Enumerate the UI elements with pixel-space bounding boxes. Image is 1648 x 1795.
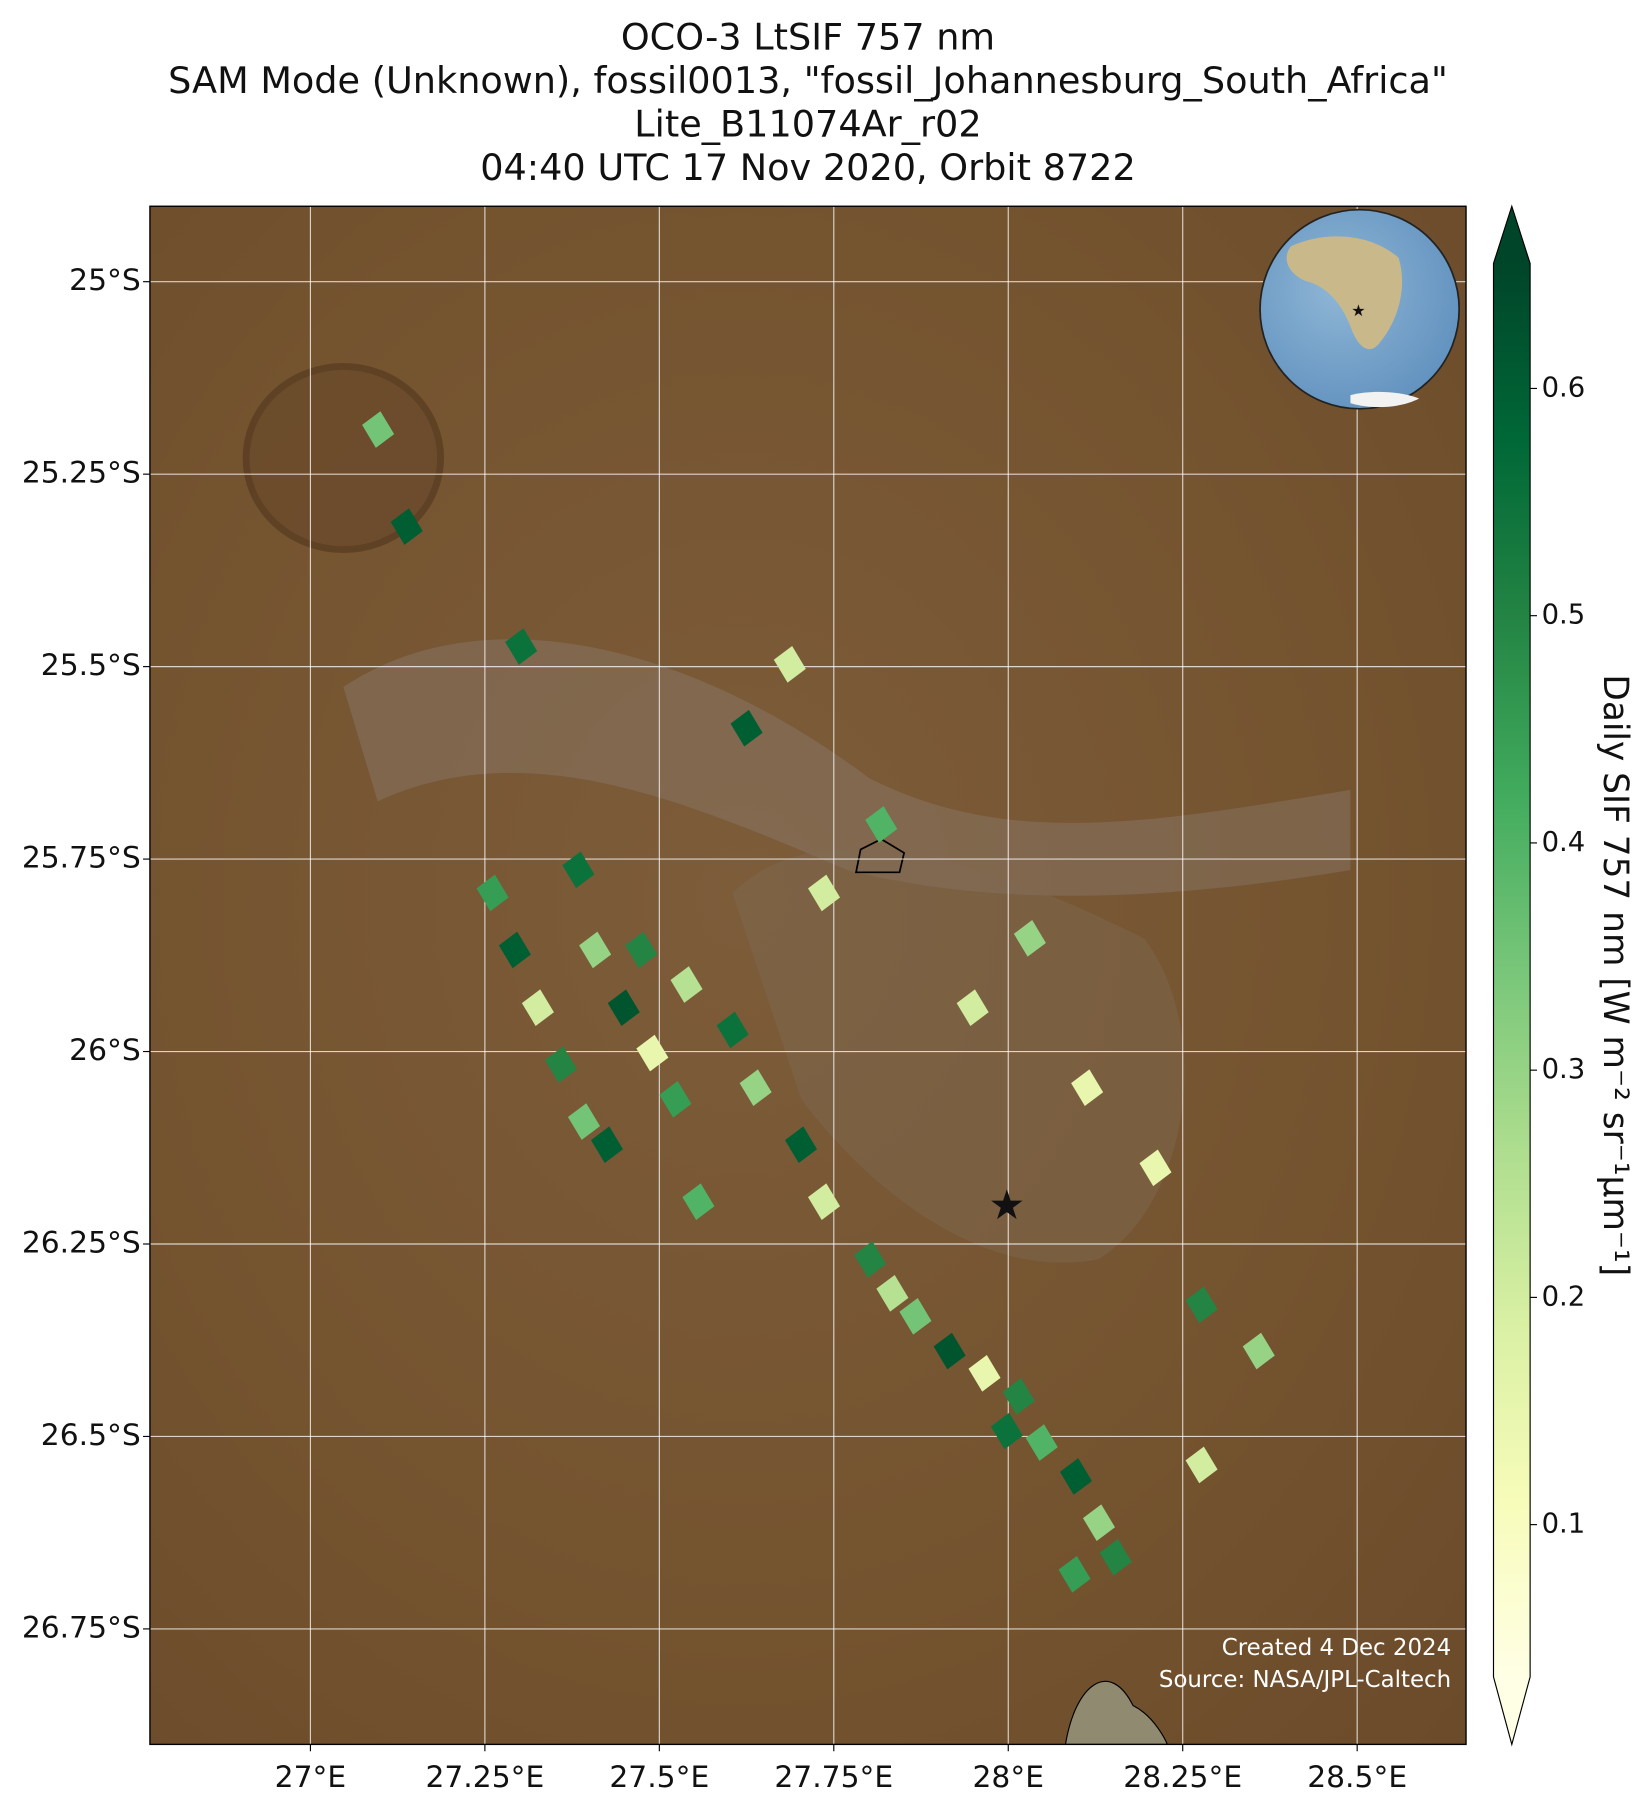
sif-pixel — [544, 1046, 577, 1083]
sif-pixel — [362, 411, 395, 448]
colorbar-extend-top — [1493, 206, 1531, 264]
sif-pixel — [1242, 1332, 1275, 1370]
sif-pixel — [682, 1183, 715, 1220]
urban-area — [343, 639, 1351, 896]
sif-pixel — [607, 989, 640, 1026]
title-line: SAM Mode (Unknown), fossil0013, "fossil_… — [168, 59, 1448, 102]
africa — [1286, 236, 1403, 350]
sif-pixel — [521, 989, 554, 1026]
colorbar-tick-label: 0.5 — [1542, 600, 1586, 631]
y-tick-label: 25.75°S — [22, 841, 141, 876]
sif-pixel — [730, 709, 763, 747]
sif-pixel — [716, 1011, 749, 1049]
sif-pixel — [784, 1126, 818, 1163]
y-tick-label: 26.25°S — [22, 1225, 141, 1260]
sif-pixel — [773, 645, 806, 683]
colorbar-tick-label: 0.4 — [1542, 827, 1586, 858]
sif-pixel — [562, 851, 595, 889]
sif-pixel — [1025, 1424, 1058, 1461]
crater — [242, 363, 445, 554]
x-tick-label: 27.75°E — [774, 1760, 893, 1795]
sif-pixel — [567, 1103, 600, 1140]
target-marker: ★ — [988, 1181, 1025, 1229]
credit: Source: NASA/JPL-Caltech — [1159, 1667, 1451, 1693]
x-tick-label: 27°E — [275, 1760, 347, 1795]
colorbar-tick-label: 0.1 — [1542, 1509, 1586, 1540]
sif-pixel — [670, 966, 703, 1003]
y-tick-label: 25.5°S — [41, 648, 141, 683]
map-frame — [149, 205, 1467, 1746]
sif-pixel — [625, 931, 658, 969]
y-tick-label: 25°S — [69, 263, 141, 298]
border — [854, 838, 906, 874]
sif-pixel — [865, 806, 898, 843]
sif-pixel — [990, 1412, 1023, 1450]
sif-pixel — [1002, 1378, 1035, 1415]
colorbar-tick-label: 0.2 — [1542, 1281, 1586, 1312]
colorbar-body — [1493, 263, 1531, 1677]
globe-star: ★ — [1351, 301, 1365, 320]
sif-pixel — [956, 989, 989, 1026]
sif-pixel — [1013, 920, 1046, 957]
antarctica — [1350, 391, 1420, 408]
sif-pixel — [968, 1355, 1001, 1392]
sif-pixel — [1099, 1539, 1132, 1576]
sif-pixel — [933, 1332, 966, 1370]
urban-area — [732, 848, 1185, 1263]
y-tick-label: 25.25°S — [22, 456, 141, 491]
sif-pixel — [876, 1274, 909, 1312]
x-tick-label: 28.5°E — [1307, 1760, 1407, 1795]
title-line: 04:40 UTC 17 Nov 2020, Orbit 8722 — [480, 146, 1136, 189]
sif-pixel — [899, 1298, 932, 1335]
sif-pixel — [854, 1241, 887, 1278]
credit: Created 4 Dec 2024 — [1222, 1635, 1451, 1661]
sif-pixel — [1185, 1286, 1218, 1324]
colorbar-extend-bottom — [1493, 1676, 1531, 1745]
y-tick-label: 26.5°S — [41, 1418, 141, 1453]
sif-pixel — [1059, 1458, 1092, 1495]
x-tick-label: 28.25°E — [1123, 1760, 1242, 1795]
colorbar-label: Daily SIF 757 nm [W m⁻² sr⁻¹μm⁻¹] — [1595, 674, 1635, 1276]
sif-pixel — [1058, 1555, 1091, 1593]
sif-pixel — [498, 931, 531, 969]
sif-pixel — [579, 931, 612, 969]
sif-pixel — [739, 1069, 772, 1107]
sif-pixel — [390, 508, 423, 545]
sif-pixel — [1071, 1069, 1104, 1107]
title-line: Lite_B11074Ar_r02 — [634, 103, 981, 146]
sif-pixel — [476, 874, 509, 912]
y-tick-label: 26.75°S — [22, 1610, 141, 1645]
x-tick-label: 28°E — [972, 1760, 1044, 1795]
x-tick-label: 27.25°E — [425, 1760, 544, 1795]
colorbar-tick-label: 0.3 — [1542, 1054, 1586, 1085]
y-tick-label: 26°S — [69, 1033, 141, 1068]
sif-pixel — [808, 1183, 841, 1220]
colorbar-tick-label: 0.6 — [1542, 372, 1586, 403]
dam — [1064, 1680, 1168, 1745]
sif-pixel — [808, 874, 841, 912]
globe-inset: ★ — [1259, 208, 1461, 410]
map-area: ★ — [149, 206, 1467, 1745]
sif-pixel — [1082, 1504, 1115, 1541]
sif-pixel — [659, 1080, 692, 1118]
title-line: OCO-3 LtSIF 757 nm — [621, 16, 995, 59]
sif-pixel — [1185, 1446, 1218, 1484]
sif-pixel — [590, 1126, 624, 1163]
sif-pixel — [1139, 1149, 1172, 1187]
x-tick-label: 27.5°E — [609, 1760, 709, 1795]
sif-pixel — [505, 628, 538, 665]
sif-pixel — [636, 1034, 669, 1072]
colorbar-frame — [1492, 204, 1531, 1747]
